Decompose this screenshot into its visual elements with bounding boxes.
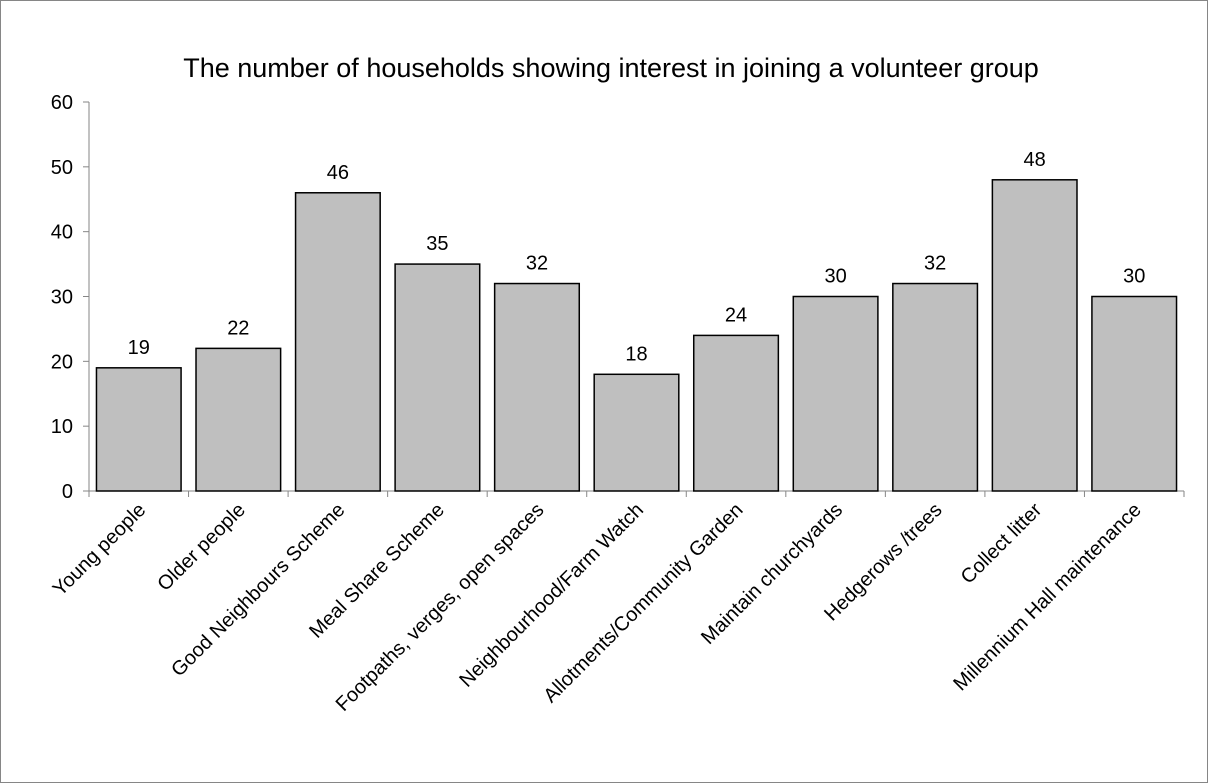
y-tick-label: 30: [51, 287, 73, 309]
category-label: Collect litter: [957, 499, 1047, 589]
bar: [593, 373, 680, 492]
bar: [991, 179, 1078, 492]
category-label: Millennium Hall maintenance: [949, 499, 1145, 695]
bar-value-label: 46: [327, 162, 349, 184]
y-tick-label: 20: [51, 351, 73, 373]
bar: [294, 192, 381, 492]
bar: [1091, 295, 1178, 492]
bar-value-label: 32: [924, 253, 946, 275]
bar: [692, 334, 780, 492]
y-tick-label: 60: [51, 92, 73, 114]
bar: [493, 282, 581, 492]
y-tick-label: 50: [51, 157, 73, 179]
value-labels: 19 22 46 35 32 18 24 30 32 48 30: [128, 149, 1146, 365]
y-tick-label: 0: [62, 481, 73, 503]
bar: [95, 367, 182, 492]
bar-value-label: 30: [824, 266, 846, 288]
y-tick-label: 40: [51, 222, 73, 244]
bar-value-label: 30: [1123, 266, 1145, 288]
chart-title: The number of households showing interes…: [183, 53, 1039, 83]
bars: [95, 179, 1178, 492]
bar-value-label: 19: [128, 337, 150, 359]
y-tick-label: 10: [51, 416, 73, 438]
bar-value-label: 48: [1024, 149, 1046, 171]
category-label: Allotments/Community Garden: [539, 499, 747, 707]
bar-value-label: 35: [426, 233, 448, 255]
bar-value-label: 18: [625, 343, 647, 365]
category-label: Older people: [153, 499, 250, 596]
bar-value-label: 32: [526, 253, 548, 275]
bar-value-label: 22: [227, 317, 249, 339]
y-axis: 0 10 20 30 40 50 60: [51, 92, 90, 503]
bar: [792, 295, 879, 492]
bar: [394, 263, 481, 492]
category-label: Young people: [49, 499, 151, 601]
category-label: Good Neighbours Scheme: [167, 499, 349, 681]
bar-value-label: 24: [725, 304, 747, 326]
category-label: Footpaths, verges, open spaces: [332, 499, 549, 716]
category-label: Neighbourhood/Farm Watch: [455, 499, 648, 692]
x-axis: [88, 490, 1185, 497]
bar: [892, 282, 979, 492]
bar: [195, 347, 282, 492]
